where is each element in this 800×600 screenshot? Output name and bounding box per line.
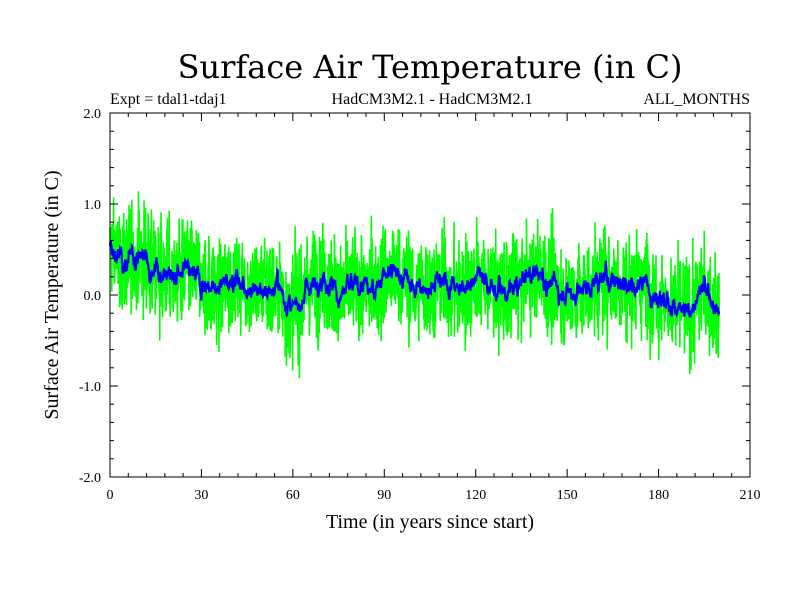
x-tick-label: 90 [377,488,391,503]
y-axis-label: Surface Air Temperature (in C) [41,170,63,419]
x-tick-label: 120 [465,488,486,503]
months-label: ALL_MONTHS [643,91,750,108]
y-axis: -2.0 -1.0 0.0 1.0 2.0 [79,107,750,486]
x-tick-label: 60 [286,488,300,503]
y-tick-label: -2.0 [79,471,101,486]
monthly-line [109,191,721,379]
smoothed-line [108,239,721,319]
y-tick-label: 2.0 [84,107,102,122]
x-tick-label: 30 [194,488,208,503]
series-monthly [109,191,721,379]
plot-area [108,191,721,379]
x-tick-label: 210 [740,488,761,503]
y-tick-label: -1.0 [79,380,101,395]
model-label: HadCM3M2.1 - HadCM3M2.1 [332,91,533,108]
y-tick-label: 0.0 [84,289,102,304]
chart-title: Surface Air Temperature (in C) [178,48,683,86]
x-tick-label: 150 [557,488,578,503]
x-axis-label: Time (in years since start) [326,511,534,533]
expt-label: Expt = tdal1-tdaj1 [110,91,227,108]
x-axis: 0 30 60 90 120 150 180 210 [107,113,761,503]
series-smoothed [108,239,721,319]
x-tick-label: 180 [648,488,669,503]
y-tick-label: 1.0 [84,198,102,213]
x-tick-label: 0 [107,488,114,503]
